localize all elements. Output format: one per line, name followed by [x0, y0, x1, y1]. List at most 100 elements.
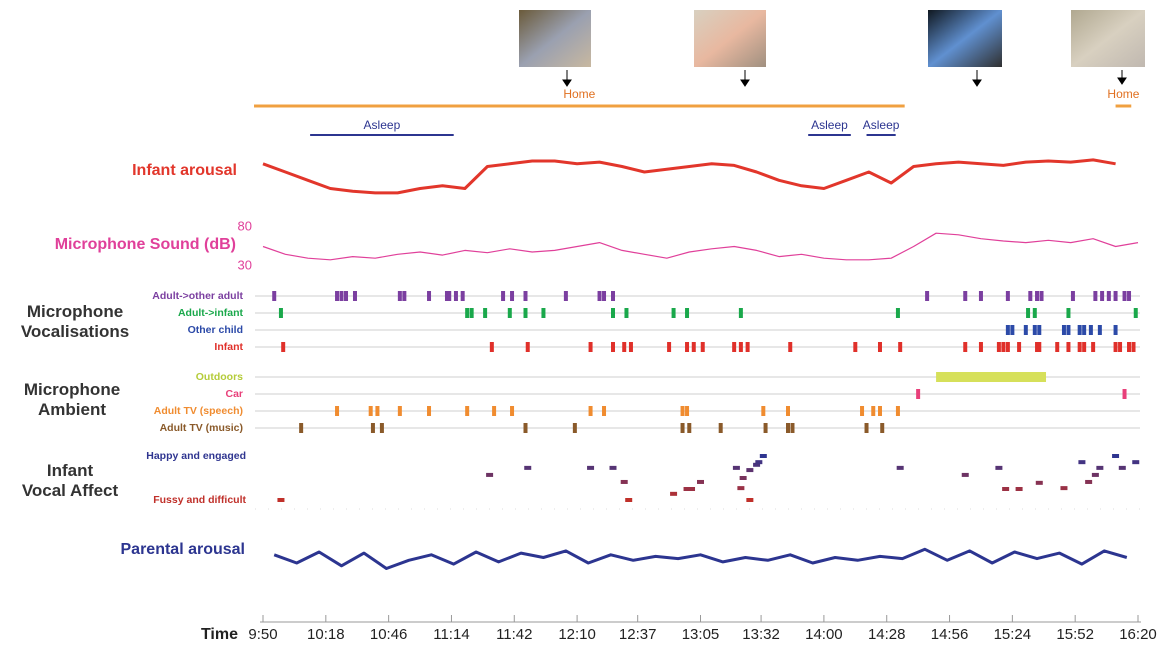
x-tick-label: 10:18 — [307, 626, 345, 643]
row-label: Car — [225, 388, 243, 400]
affect-point — [746, 468, 753, 472]
event — [790, 423, 794, 433]
event — [860, 406, 864, 416]
event — [1107, 291, 1111, 301]
event — [353, 291, 357, 301]
signal-label: Microphone Sound (dB) — [55, 236, 236, 253]
event — [369, 406, 373, 416]
event — [871, 406, 875, 416]
event — [1100, 291, 1104, 301]
event — [371, 423, 375, 433]
affect-point — [1085, 480, 1092, 484]
affect-point — [737, 486, 744, 490]
arrow-head — [973, 80, 981, 86]
event — [465, 406, 469, 416]
affect-point — [740, 476, 747, 480]
affect-point — [733, 466, 740, 470]
event — [764, 423, 768, 433]
affect-point — [995, 466, 1002, 470]
event — [375, 406, 379, 416]
x-tick-label: 13:05 — [682, 626, 720, 643]
event — [1037, 325, 1041, 335]
event — [1134, 308, 1138, 318]
event — [398, 291, 402, 301]
x-tick-label: 11:42 — [496, 626, 532, 643]
affect-tick-label: Fussy and difficult — [153, 494, 246, 506]
event — [564, 291, 568, 301]
location-label: Home — [563, 87, 595, 101]
event — [667, 342, 671, 352]
x-tick-label: 14:28 — [868, 626, 906, 643]
event — [685, 308, 689, 318]
y-tick-label: 80 — [238, 218, 252, 233]
event — [701, 342, 705, 352]
event — [916, 389, 920, 399]
affect-point — [962, 473, 969, 477]
event — [719, 423, 723, 433]
event — [281, 342, 285, 352]
affect-point — [1078, 460, 1085, 464]
event — [1066, 342, 1070, 352]
event — [880, 423, 884, 433]
affect-point — [760, 454, 767, 458]
event — [1017, 342, 1021, 352]
event — [611, 308, 615, 318]
affect-point — [1002, 487, 1009, 491]
event — [447, 291, 451, 301]
event — [611, 342, 615, 352]
affect-point — [670, 492, 677, 496]
sleep-label: Asleep — [811, 118, 848, 132]
location-label: Home — [1107, 87, 1139, 101]
event — [427, 291, 431, 301]
event — [510, 406, 514, 416]
x-tick-label: 13:32 — [742, 626, 780, 643]
row-label: Outdoors — [196, 371, 243, 383]
affect-point — [621, 480, 628, 484]
event — [602, 291, 606, 301]
event — [681, 406, 685, 416]
event — [1035, 291, 1039, 301]
event — [1078, 342, 1082, 352]
event — [878, 342, 882, 352]
event — [1037, 342, 1041, 352]
event — [398, 406, 402, 416]
x-tick-label: 15:24 — [994, 626, 1032, 643]
event — [925, 291, 929, 301]
event — [786, 406, 790, 416]
event — [1123, 291, 1127, 301]
event — [687, 423, 691, 433]
event — [1006, 291, 1010, 301]
event — [1024, 325, 1028, 335]
affect-point — [1096, 466, 1103, 470]
event — [340, 291, 344, 301]
x-tick-label: 11:14 — [433, 626, 469, 643]
arrow-head — [741, 80, 749, 86]
event-interval — [936, 372, 1046, 382]
signal-line — [263, 233, 1138, 260]
event — [524, 308, 528, 318]
event — [272, 291, 276, 301]
event — [1066, 325, 1070, 335]
arrows — [563, 70, 1126, 86]
event — [1078, 325, 1082, 335]
event — [524, 291, 528, 301]
event — [1033, 308, 1037, 318]
row-label: Adult TV (music) — [160, 422, 243, 434]
event — [732, 342, 736, 352]
event — [681, 423, 685, 433]
event — [1006, 342, 1010, 352]
figure: Time9:5010:1810:4611:1411:4212:1012:3713… — [0, 0, 1175, 647]
event — [1062, 325, 1066, 335]
event — [739, 342, 743, 352]
affect-point — [1016, 487, 1023, 491]
row-label: Other child — [188, 324, 243, 336]
event — [470, 308, 474, 318]
affect-point — [1112, 454, 1119, 458]
event — [761, 406, 765, 416]
signal-line — [274, 549, 1127, 568]
affect-point — [1119, 466, 1126, 470]
event — [896, 308, 900, 318]
event — [461, 291, 465, 301]
event — [380, 423, 384, 433]
affect-tick-label: Happy and engaged — [146, 450, 246, 462]
